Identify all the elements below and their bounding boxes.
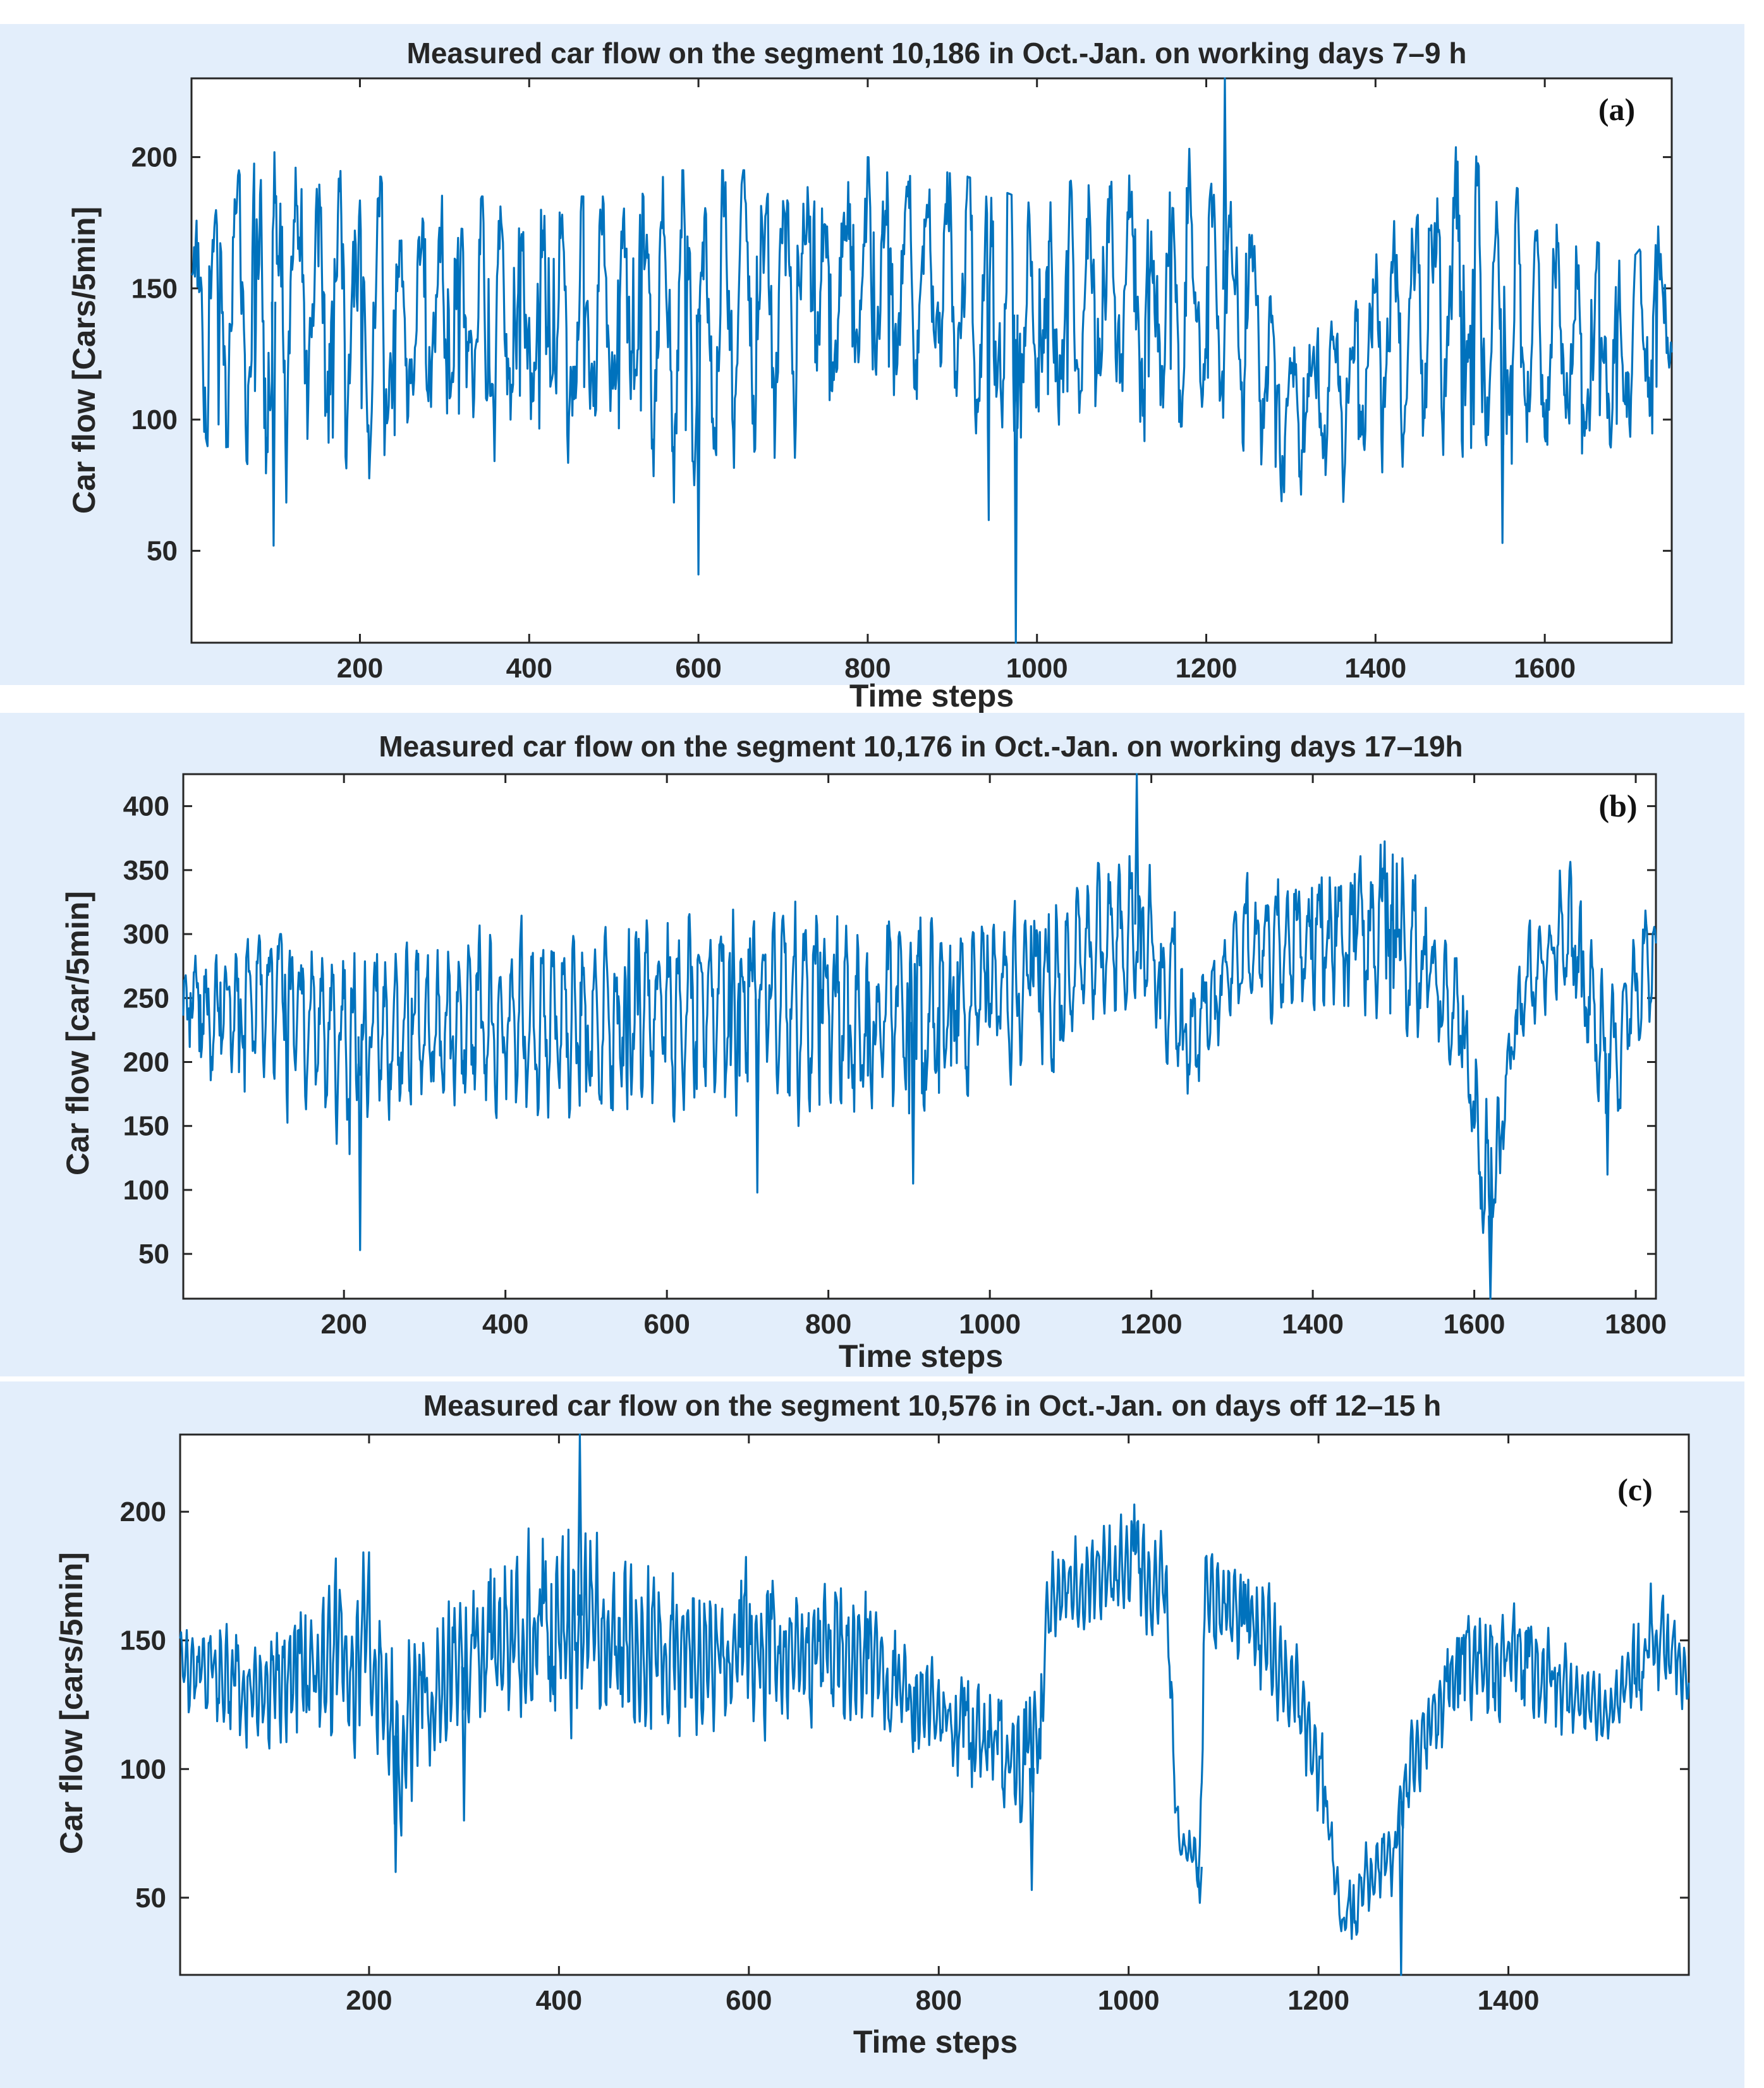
chart-b-x-tick-label: 1200 [1121,1309,1183,1340]
chart-a-x-tick-label: 1600 [1514,653,1576,684]
chart-c-y-axis-label: Car flow [cars/5min] [54,1552,89,1854]
chart-c-x-tick-label: 1400 [1478,1985,1540,2016]
chart-a-x-tick-label: 1000 [1006,653,1068,684]
chart-b-series-group [182,840,1657,1264]
chart-c-spikes [392,1433,1404,1976]
chart-a-x-tick-label: 1400 [1344,653,1406,684]
chart-c-series-line [179,1503,1690,1940]
chart-c-y-tick-label: 150 [120,1625,166,1656]
chart-a-x-tick-label: 600 [675,653,721,684]
chart-b-x-tick-label: 600 [643,1309,690,1340]
chart-b-y-tick-label: 250 [123,983,169,1014]
chart-b-x-tick-label: 200 [320,1309,367,1340]
chart-a-series-spike [1499,321,1505,544]
chart-c-series-spike [461,1666,467,1822]
chart-b-spikes [357,773,1610,1300]
chart-a-plot-area [190,77,1673,644]
chart-b-y-axis-label: Car flow [car/5min] [60,891,95,1175]
chart-c-series-group [179,1503,1690,1940]
chart-b-x-tick-label: 1800 [1605,1309,1667,1340]
chart-b-panel-label: (b) [1598,788,1637,823]
chart-b-y-tick-label: 350 [123,855,169,886]
chart-b-y-tick-label: 400 [123,791,169,822]
chart-a-series-spike [1013,314,1019,644]
chart-c-x-tick-label: 1200 [1287,1985,1349,2016]
chart-c-y-tick-label: 100 [120,1754,166,1785]
chart-b-y-tick-label: 300 [123,919,169,950]
chart-panel-b: Measured car flow on the segment 10,176 … [0,713,1744,1376]
chart-a-spikes [271,77,1505,644]
chart-b-x-tick-label: 800 [805,1309,851,1340]
chart-b-y-tick-label: 50 [138,1239,169,1270]
chart-a-series-spike [695,314,702,576]
chart-b-x-tick-label: 1600 [1444,1309,1505,1340]
chart-c-title: Measured car flow on the segment 10,576 … [423,1389,1442,1422]
chart-c-series-spike [1028,1768,1035,1891]
chart-a-series-line [191,146,1673,521]
chart-a-series-spike [271,301,277,547]
chart-c-x-tick-label: 1000 [1098,1985,1160,2016]
chart-c-series-spike [1196,1866,1203,1904]
chart-b-series-spike [755,998,760,1194]
chart-b-y-tick-label: 150 [123,1111,169,1142]
chart-c-series-spike [392,1735,399,1873]
chart-panel-c: Measured car flow on the segment 10,576 … [0,1381,1744,2088]
chart-a-x-tick-label: 1200 [1176,653,1238,684]
chart-b-series-spike [357,1036,363,1251]
chart-b-y-tick-label: 100 [123,1175,169,1206]
chart-b-series-spike [1487,1215,1493,1300]
chart-b-x-tick-label: 400 [482,1309,528,1340]
chart-b-x-tick-label: 1000 [959,1309,1021,1340]
chart-c-x-tick-label: 800 [916,1985,962,2016]
chart-c-series-spike [576,1433,583,1616]
chart-c-y-tick-label: 200 [120,1496,166,1527]
chart-a-x-tick-label: 800 [844,653,891,684]
chart-a-y-tick-label: 200 [131,142,178,173]
chart-a-x-axis-label: Time steps [849,678,1014,713]
chart-a-x-tick-label: 400 [506,653,552,684]
chart-b-y-tick-label: 200 [123,1047,169,1077]
chart-a-y-tick-label: 50 [147,536,178,567]
chart-c-series-spike [1398,1801,1404,1976]
chart-a-y-tick-label: 100 [131,404,178,435]
chart-a-panel-label: (a) [1598,92,1635,127]
chart-b-series-line [182,840,1657,1264]
chart-a-series-group [191,146,1673,521]
chart-b-x-axis-label: Time steps [839,1338,1003,1374]
chart-c-ticks: 200 400 600 800 1000 1200 1400 50 100 150 200 [120,1435,1689,2016]
chart-a-y-axis-label: Car flow [Cars/5min] [66,207,102,514]
chart-b-ticks: 200 400 600 800 1000 1200 1400 1600 1800 50 100 150… [123,774,1667,1340]
chart-panel-a: Measured car flow on the segment 10,186 … [0,24,1744,713]
chart-c-x-axis-label: Time steps [853,2024,1018,2060]
chart-a-series-spike [1222,77,1228,290]
chart-b-series-spike [1134,773,1140,925]
chart-a-y-tick-label: 150 [131,273,178,304]
chart-a-title: Measured car flow on the segment 10,186 … [407,37,1467,70]
chart-a-ticks: 200 400 600 800 1000 1200 1400 1600 50 100 150 200 [131,78,1672,684]
chart-b-title: Measured car flow on the segment 10,176 … [379,730,1463,763]
chart-c-x-tick-label: 600 [726,1985,772,2016]
chart-b-x-tick-label: 1400 [1282,1309,1344,1340]
chart-c-panel-label: (c) [1617,1472,1653,1507]
chart-b-series-spike [910,1022,916,1185]
chart-c-x-tick-label: 400 [536,1985,582,2016]
chart-a-x-tick-label: 200 [337,653,383,684]
chart-c-y-tick-label: 50 [135,1883,166,1914]
chart-c-x-tick-label: 200 [346,1985,392,2016]
chart-b-series-spike [1605,1053,1610,1176]
